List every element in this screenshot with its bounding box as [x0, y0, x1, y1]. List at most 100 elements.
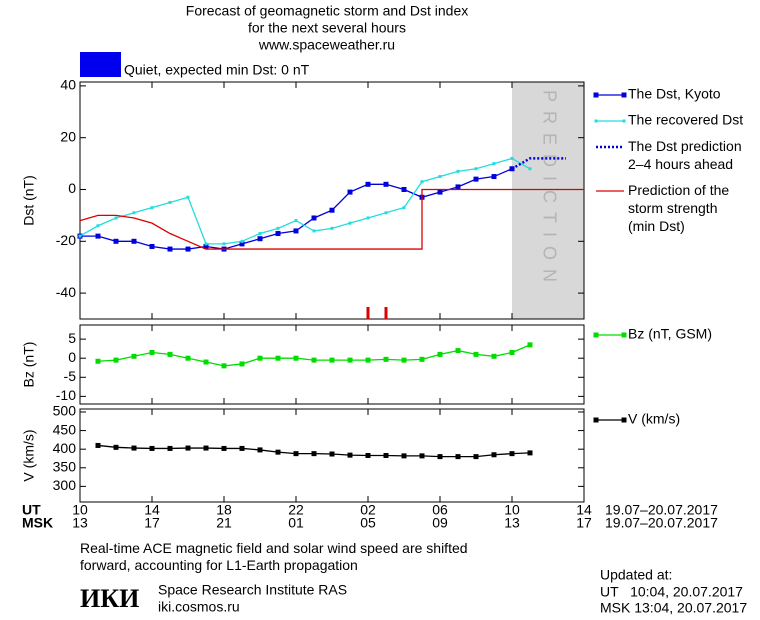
y-axis-title: Bz (nT)	[21, 342, 37, 388]
data-point	[491, 174, 497, 180]
data-point	[473, 176, 479, 182]
data-point	[437, 189, 443, 195]
data-point	[149, 349, 155, 355]
data-point	[168, 200, 172, 204]
updated-msk: MSK 13:04, 20.07.2017	[600, 600, 747, 616]
data-point	[401, 186, 407, 192]
data-point	[474, 167, 478, 171]
date-range: 19.07–20.07.2017	[605, 515, 718, 531]
series-line	[511, 157, 566, 170]
data-point	[456, 169, 460, 173]
y-tick-label: -10	[56, 387, 76, 403]
data-point	[150, 206, 154, 210]
x-tick-label: 13	[72, 515, 88, 531]
data-point	[491, 353, 497, 359]
data-point	[78, 234, 82, 238]
chart-subtitle: for the next several hours	[248, 20, 406, 36]
data-point	[402, 206, 406, 210]
prediction-region	[512, 82, 584, 319]
data-point	[311, 215, 317, 221]
data-point	[492, 162, 496, 166]
y-tick-label: 20	[60, 128, 76, 144]
y-tick-label: 40	[60, 77, 76, 93]
data-point	[365, 453, 371, 458]
data-point	[276, 226, 280, 230]
data-point	[167, 445, 173, 451]
data-point	[257, 355, 263, 361]
legend-marker	[593, 417, 599, 423]
footer-note: Real-time ACE magnetic field and solar w…	[80, 540, 468, 573]
data-point	[96, 224, 100, 228]
data-point	[131, 353, 137, 359]
data-point	[113, 444, 119, 450]
data-point	[240, 239, 244, 243]
x-tick-label: 10	[504, 502, 520, 518]
legend-marker	[593, 92, 599, 98]
y-axis-title: V (km/s)	[21, 429, 37, 481]
data-point	[437, 454, 443, 460]
data-point	[329, 357, 335, 363]
data-point	[438, 175, 442, 179]
data-point	[204, 242, 208, 246]
data-point	[167, 246, 173, 252]
data-point	[437, 351, 443, 357]
data-point	[348, 221, 352, 225]
data-point	[275, 355, 281, 361]
data-point	[366, 216, 370, 220]
legend-label: Bz (nT, GSM)	[628, 326, 712, 342]
x-tick-label: 10	[72, 502, 88, 518]
x-tick-label: 02	[360, 502, 376, 518]
y-tick-label: 500	[53, 403, 77, 419]
data-point	[294, 219, 298, 223]
panel-frame	[79, 324, 585, 405]
panel-frame	[79, 81, 585, 320]
data-point	[455, 348, 461, 354]
data-point	[95, 442, 101, 448]
data-point	[329, 207, 335, 213]
series-line	[80, 168, 513, 250]
status-label: Quiet, expected min Dst: 0 nT	[124, 62, 310, 78]
data-point	[455, 184, 461, 190]
data-point	[113, 357, 119, 363]
x-tick-label: 14	[576, 502, 592, 518]
data-point	[293, 451, 299, 457]
data-point	[312, 229, 316, 233]
data-point	[419, 453, 425, 459]
x-tick-label: 17	[576, 515, 592, 531]
data-point	[365, 357, 371, 363]
data-point	[311, 451, 317, 457]
data-point	[330, 226, 334, 230]
data-point	[509, 349, 515, 355]
data-point	[383, 181, 389, 187]
data-point	[509, 451, 515, 457]
data-point	[347, 357, 353, 363]
data-point	[185, 246, 191, 252]
legend-label: V (km/s)	[628, 411, 680, 427]
legend-label: Prediction of the storm strength (min Dst)	[628, 182, 729, 234]
updated-ut: UT 10:04, 20.07.2017	[600, 584, 743, 600]
data-point	[293, 228, 299, 234]
data-point	[347, 452, 353, 458]
y-axis-title: Dst (nT)	[21, 175, 37, 226]
data-point	[149, 243, 155, 249]
data-point	[257, 236, 263, 242]
updated-label: Updated at:	[600, 567, 672, 583]
y-tick-label: 450	[53, 421, 77, 437]
series-line	[79, 157, 531, 245]
data-point	[131, 445, 137, 451]
date-range: 19.07–20.07.2017	[605, 502, 718, 518]
legend-marker	[621, 92, 627, 98]
data-point	[510, 156, 514, 160]
data-point	[347, 189, 353, 195]
data-point	[149, 445, 155, 451]
data-point	[311, 357, 317, 363]
data-point	[185, 355, 191, 361]
y-tick-label: 5	[68, 330, 76, 346]
data-point	[95, 358, 101, 364]
data-point	[222, 242, 226, 246]
data-point	[257, 447, 263, 453]
x-tick-label: 17	[144, 515, 160, 531]
data-point	[419, 356, 425, 362]
x2-axis-title: MSK	[22, 515, 53, 531]
